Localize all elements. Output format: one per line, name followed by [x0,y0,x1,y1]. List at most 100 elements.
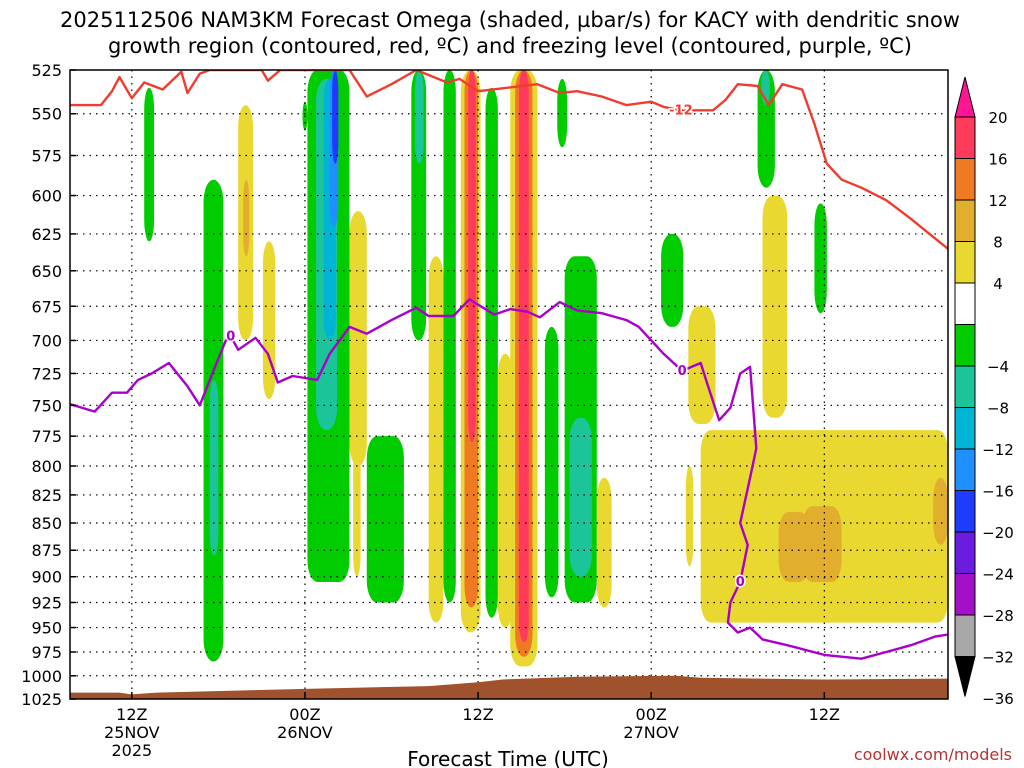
colorbar-label-11: −28 [982,607,1014,625]
colorbar-bin-4 [954,282,976,325]
x-tick-label-26-1: 00Z [289,705,320,724]
omega-region-16 [415,70,424,164]
y-tick-label-575: 575 [31,147,62,166]
freezing-level-contour-label-2: 0 [736,575,745,590]
omega-region-32 [661,233,684,327]
omega-region-41 [814,203,827,314]
colorbar-bin-5 [954,324,976,367]
grid [70,70,948,699]
omega-region-5 [262,241,276,400]
terrain-fill [70,675,948,699]
colorbar-label-9: −20 [982,524,1014,542]
colorbar-label-4: 4 [993,275,1003,293]
omega-region-31 [596,477,612,608]
colorbar-bin-12 [954,614,976,657]
y-tick-label-800: 800 [31,457,62,476]
omega-region-39 [778,511,810,582]
y-tick-label-950: 950 [31,619,62,638]
contours: -12 0 0 0 [70,70,948,660]
y-tick-label-775: 775 [31,427,62,446]
omega-region-26 [518,70,529,643]
colorbar-bin-8 [954,448,976,491]
chart-title-line1: 2025112506 NAM3KM Forecast Omega (shaded… [60,8,960,32]
colorbar-bin-7 [954,407,976,450]
omega-region-21 [468,70,476,443]
terrain [70,675,948,699]
x-tick-label-40-1: 12Z [462,705,493,724]
omega-region-23 [497,353,513,628]
x-tick-label-12-3: 2025 [111,741,152,760]
y-axis: 525 550 575 600 625 650 675 700 725 750 775 800 825 8… [21,61,76,709]
colorbar-label-1: 16 [988,151,1007,169]
omega-region-30 [569,417,592,577]
colorbar-bin-6 [954,365,976,408]
omega-region-33 [685,465,694,567]
colorbar-bin-0 [954,116,976,159]
y-tick-label-1000: 1000 [21,667,62,686]
freezing-level-contour-label-1: 0 [678,364,687,379]
colorbar-label-0: 20 [988,109,1007,127]
colorbar-bin-1 [954,158,976,201]
colorbar-label-12: −32 [982,649,1014,667]
omega-region-0 [144,87,155,242]
colorbar: 20 16 12 8 4 −4 −8 −12 −16 −20 −24 −28 −32 −36 [954,76,1014,708]
colorbar-bottom-arrow [954,656,976,697]
colorbar-bin-3 [954,241,976,284]
y-tick-label-925: 925 [31,593,62,612]
y-tick-label-700: 700 [31,331,62,350]
x-tick-label-54-1: 00Z [636,705,667,724]
colorbar-label-7: −12 [982,441,1014,459]
y-tick-label-750: 750 [31,396,62,415]
x-tick-label-12-1: 12Z [116,705,147,724]
colorbar-bin-11 [954,573,976,616]
omega-region-18 [443,70,456,603]
plot-frame [69,69,949,700]
x-tick-label-26-2: 26NOV [277,723,333,742]
omega-region-17 [428,256,444,623]
x-tick-label-68-1: 12Z [809,705,840,724]
y-tick-label-650: 650 [31,262,62,281]
colorbar-label-2: 12 [988,192,1007,210]
omega-region-40 [802,506,842,582]
colorbar-label-8: −16 [982,483,1014,501]
y-tick-label-825: 825 [31,486,62,505]
omega-region-28 [557,78,568,148]
y-tick-label-550: 550 [31,105,62,124]
x-tick-label-54-2: 27NOV [623,723,679,742]
y-tick-label-675: 675 [31,297,62,316]
colorbar-label-10: −24 [982,566,1014,584]
y-tick-label-1025: 1025 [21,690,62,709]
freezing-level-contour [70,298,948,660]
colorbar-bin-2 [954,199,976,242]
y-tick-label-525: 525 [31,61,62,80]
colorbar-label-3: 8 [993,234,1003,252]
omega-region-4 [243,179,250,257]
dgz-contour-label-0: -12 [669,103,693,118]
omega-region-13 [353,442,361,577]
x-tick-label-12-2: 25NOV [104,723,160,742]
colorbar-label-6: −8 [987,400,1009,418]
colorbar-label-5: −4 [987,358,1009,376]
omega-region-36 [757,70,775,188]
omega-region-14 [366,436,404,603]
omega-shading [144,70,948,667]
colorbar-bin-10 [954,531,976,574]
omega-region-22 [485,87,498,618]
omega-region-2 [209,379,219,556]
chart-title-line2: growth region (contoured, red, ºC) and f… [108,34,912,58]
colorbar-bin-9 [954,490,976,533]
y-tick-label-850: 850 [31,514,62,533]
omega-region-38 [762,195,788,418]
y-tick-label-900: 900 [31,568,62,587]
colorbar-label-13: −36 [982,690,1014,708]
y-tick-label-725: 725 [31,364,62,383]
x-axis-title: Forecast Time (UTC) [407,747,609,768]
y-tick-label-875: 875 [31,541,62,560]
y-tick-label-600: 600 [31,187,62,206]
y-tick-label-975: 975 [31,643,62,662]
omega-region-42 [933,477,948,545]
omega-region-27 [544,326,559,598]
omega-region-12 [349,211,367,466]
